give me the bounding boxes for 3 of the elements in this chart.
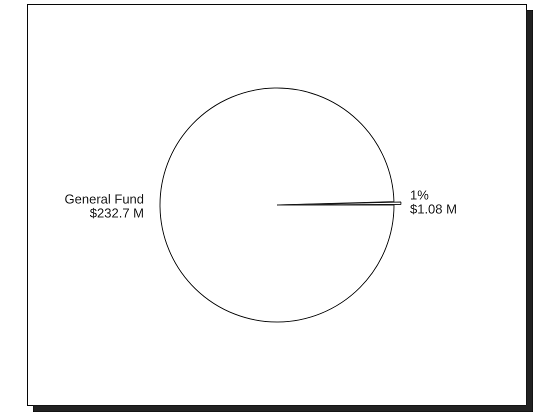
- data-label: $232.7 M: [90, 206, 144, 221]
- slice-label: General Fund: [64, 192, 144, 207]
- data-label: 1% $1.08 M: [410, 188, 457, 217]
